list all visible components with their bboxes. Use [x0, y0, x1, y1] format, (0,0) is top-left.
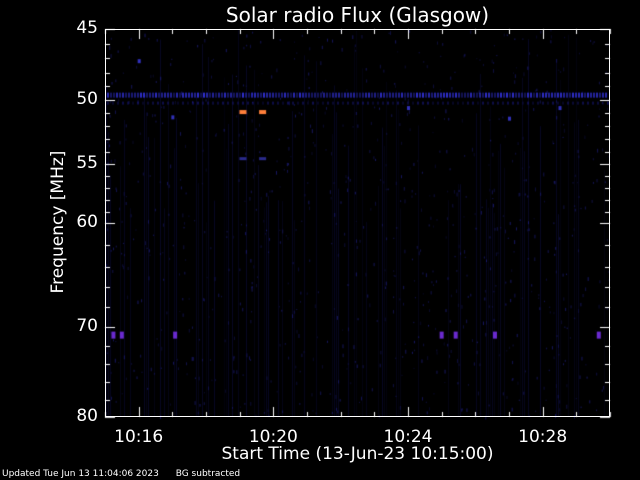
x-axis-label: Start Time (13-Jun-23 10:15:00) [221, 444, 494, 464]
x-tick-label: 10:24 [383, 427, 433, 447]
y-tick-label: 45 [76, 18, 98, 38]
y-tick-label: 55 [76, 153, 98, 174]
y-tick-label: 60 [76, 212, 98, 232]
chart-title: Solar radio Flux (Glasgow) [225, 3, 490, 27]
y-tick-label: 70 [76, 315, 98, 336]
footer: Updated Tue Jun 13 11:04:06 2023 BG subt… [2, 469, 254, 479]
x-tick-label: 10:28 [518, 427, 568, 447]
y-tick-label: 50 [76, 89, 98, 110]
background-note: BG subtracted [175, 469, 241, 479]
x-tick-label: 10:16 [114, 427, 164, 447]
updated-timestamp: Updated Tue Jun 13 11:04:06 2023 [2, 469, 159, 479]
x-tick-label: 10:20 [248, 427, 298, 447]
y-tick-label: 80 [76, 406, 98, 426]
